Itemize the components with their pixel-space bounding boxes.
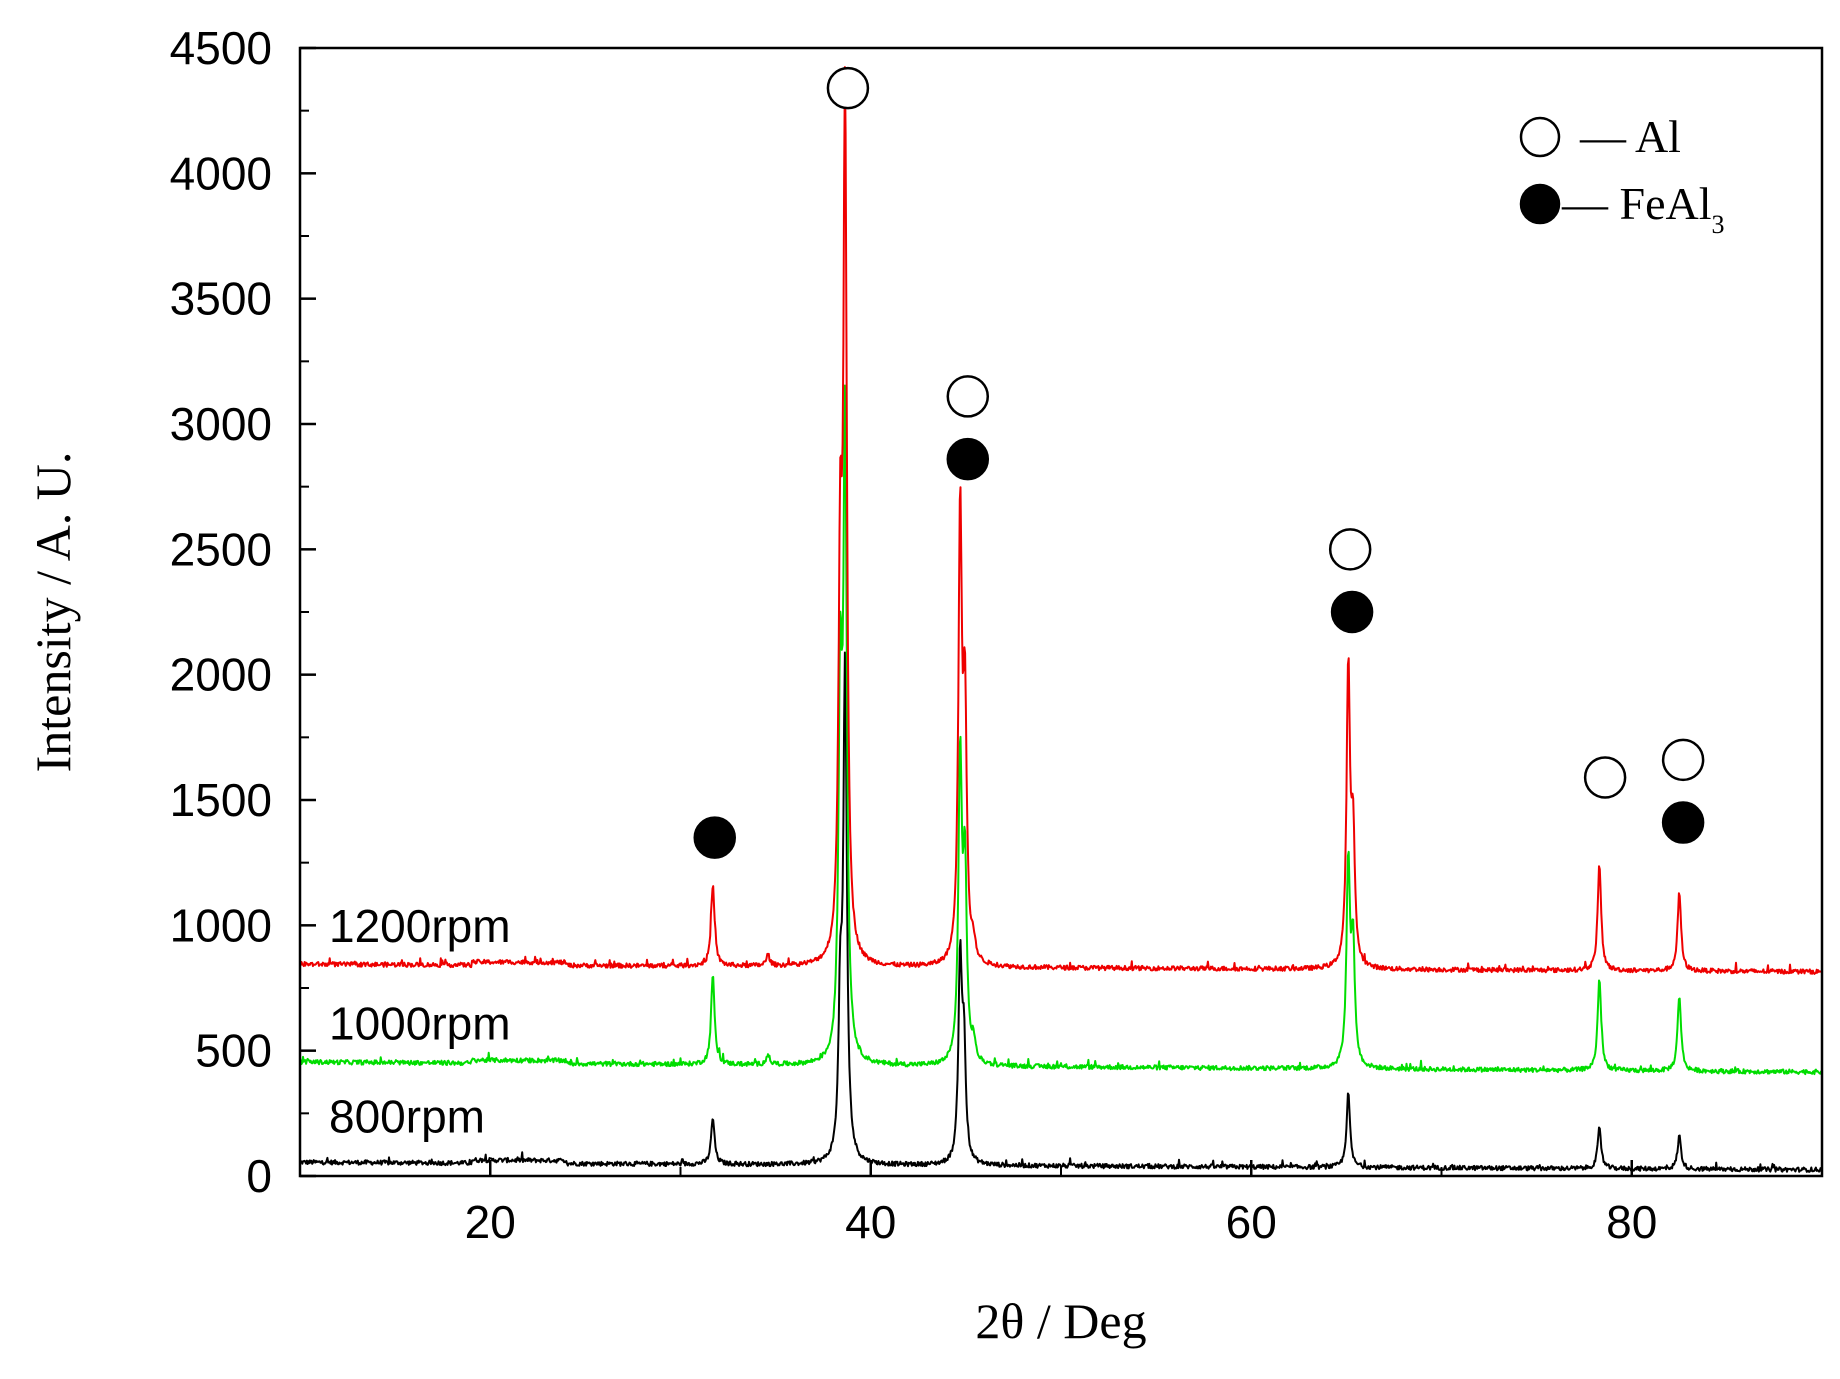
series-label-1000rpm: 1000rpm [329, 998, 511, 1050]
legend-feal3-subscript: 3 [1712, 210, 1725, 239]
series-line-1200rpm [299, 66, 1822, 975]
x-tick-label: 20 [465, 1196, 516, 1248]
al-peak-marker-icon [1328, 528, 1372, 571]
series-line-1000rpm [299, 384, 1823, 1076]
y-tick-label: 500 [195, 1025, 272, 1077]
y-tick-label: 4500 [170, 22, 272, 74]
legend-al-marker-icon [1519, 116, 1561, 158]
legend-feal3-label-main: — FeAl [1561, 178, 1712, 229]
series-line-800rpm [299, 651, 1822, 1173]
y-tick-label: 1500 [170, 774, 272, 826]
y-tick-label: 1000 [170, 899, 272, 951]
x-tick-label: 60 [1226, 1196, 1277, 1248]
series-label-layer: 800rpm 1000rpm 1200rpm [329, 900, 511, 1143]
feal3-peak-marker-icon [946, 437, 990, 481]
feal3-peak-marker-icon [1661, 801, 1705, 844]
legend: — Al — FeAl3 [1519, 111, 1725, 239]
y-tick-label: 3500 [170, 273, 272, 325]
x-tick-label: 80 [1606, 1196, 1657, 1248]
series-layer [299, 66, 1823, 1173]
feal3-peak-marker-icon [693, 816, 736, 859]
marker-layer [693, 66, 1705, 859]
y-tick-label: 0 [246, 1150, 272, 1202]
al-peak-marker-icon [1583, 756, 1627, 799]
legend-al-label: — Al [1579, 111, 1681, 162]
series-label-800rpm: 800rpm [329, 1090, 485, 1142]
series-label-1200rpm: 1200rpm [329, 900, 511, 952]
y-tick-label: 4000 [170, 147, 272, 199]
legend-feal3-marker-icon [1519, 183, 1561, 225]
y-tick-label: 2500 [170, 523, 272, 575]
al-peak-marker-icon [1661, 738, 1705, 782]
legend-feal3-label: — FeAl3 [1561, 178, 1725, 239]
al-peak-marker-icon [826, 66, 870, 110]
al-peak-marker-icon [946, 375, 990, 418]
y-tick-label: 3000 [170, 398, 272, 450]
y-axis-title: Intensity / A. U. [25, 452, 81, 773]
x-axis-title: 2θ / Deg [975, 1293, 1146, 1349]
x-tick-label: 40 [845, 1196, 896, 1248]
feal3-peak-marker-icon [1330, 590, 1374, 634]
y-tick-label: 2000 [170, 649, 272, 701]
axis-layer: 0 500 1000 1500 2000 2500 3000 3500 4000 4500 20 40… [170, 22, 1823, 1248]
